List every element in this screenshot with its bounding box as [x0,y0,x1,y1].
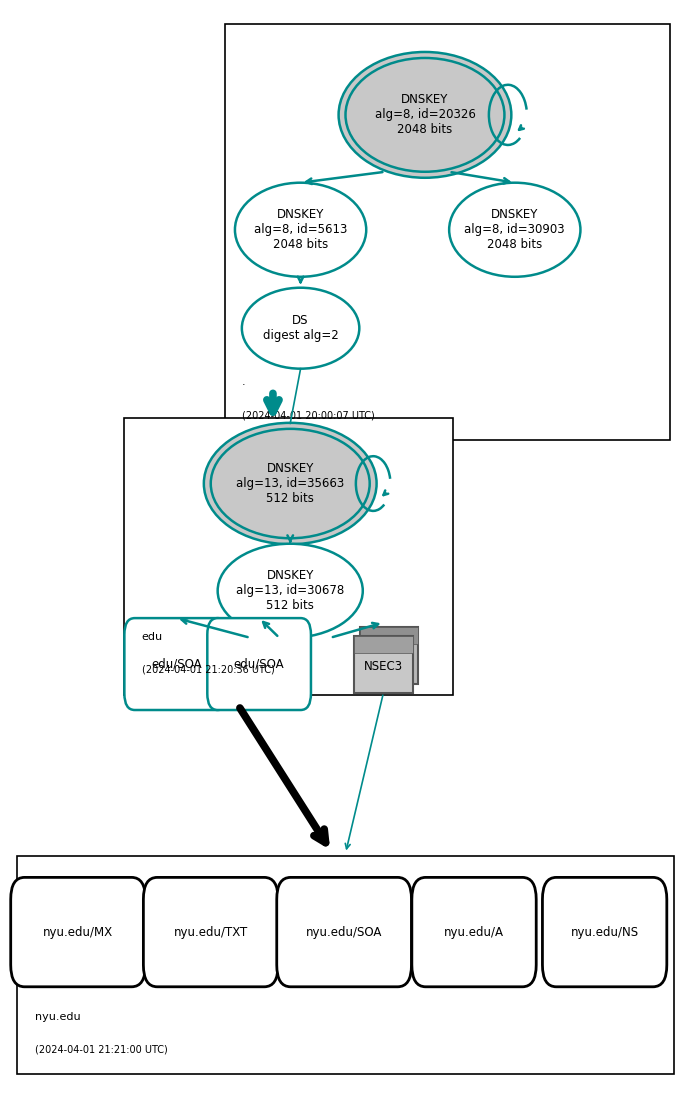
Bar [124,418,453,695]
Bar [354,636,413,653]
Text: edu/SOA: edu/SOA [234,657,285,671]
Text: DNSKEY
alg=8, id=5613
2048 bits: DNSKEY alg=8, id=5613 2048 bits [254,208,348,252]
FancyBboxPatch shape [11,877,145,987]
Ellipse shape [339,51,511,178]
FancyBboxPatch shape [542,877,667,987]
Ellipse shape [242,288,359,369]
Text: edu: edu [142,632,163,642]
Text: nyu.edu: nyu.edu [35,1012,80,1022]
Ellipse shape [346,58,504,172]
FancyBboxPatch shape [124,618,228,710]
Text: nyu.edu/SOA: nyu.edu/SOA [306,926,382,939]
Bar [360,627,419,684]
Text: DS
digest alg=2: DS digest alg=2 [263,314,339,342]
Text: (2024-04-01 21:21:00 UTC): (2024-04-01 21:21:00 UTC) [35,1045,167,1055]
Text: (2024-04-01 20:00:07 UTC): (2024-04-01 20:00:07 UTC) [242,410,375,420]
FancyBboxPatch shape [412,877,536,987]
Bar [360,627,419,644]
Ellipse shape [211,429,370,538]
Text: nyu.edu/A: nyu.edu/A [444,926,504,939]
Text: DNSKEY
alg=13, id=30678
512 bits: DNSKEY alg=13, id=30678 512 bits [236,569,344,613]
Bar [354,636,413,693]
Ellipse shape [235,183,366,277]
Text: DNSKEY
alg=8, id=30903
2048 bits: DNSKEY alg=8, id=30903 2048 bits [464,208,565,252]
FancyBboxPatch shape [207,618,311,710]
Bar [225,24,670,440]
Text: (2024-04-01 21:20:36 UTC): (2024-04-01 21:20:36 UTC) [142,665,274,675]
Bar [17,856,674,1074]
Ellipse shape [449,183,580,277]
FancyBboxPatch shape [143,877,278,987]
Text: nyu.edu/TXT: nyu.edu/TXT [173,926,248,939]
Ellipse shape [204,422,377,544]
Text: NSEC3: NSEC3 [364,661,403,674]
Text: .: . [242,377,245,387]
Ellipse shape [218,544,363,638]
FancyBboxPatch shape [276,877,411,987]
Text: edu/SOA: edu/SOA [151,657,202,671]
Text: DNSKEY
alg=8, id=20326
2048 bits: DNSKEY alg=8, id=20326 2048 bits [375,93,475,137]
Text: nyu.edu/NS: nyu.edu/NS [571,926,638,939]
Text: nyu.edu/MX: nyu.edu/MX [43,926,113,939]
Text: DNSKEY
alg=13, id=35663
512 bits: DNSKEY alg=13, id=35663 512 bits [236,462,344,505]
